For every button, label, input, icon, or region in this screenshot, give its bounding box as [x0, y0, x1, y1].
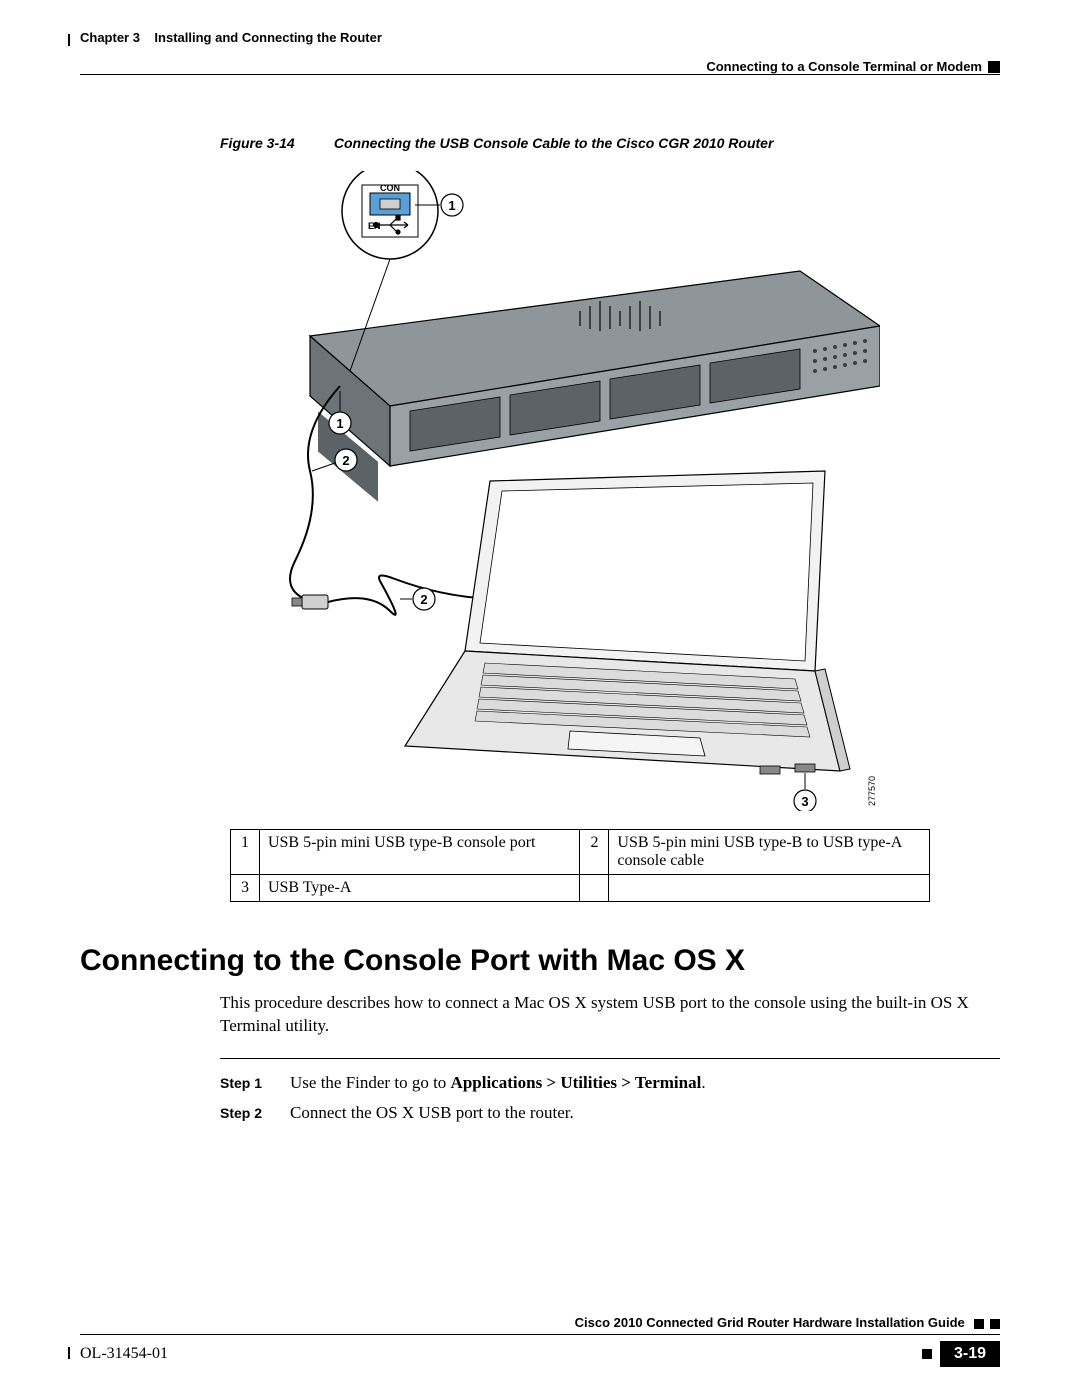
figure-label: Figure 3-14 [220, 135, 330, 151]
figure-illustration: CON EN 1 [240, 171, 880, 811]
router-shape [310, 271, 880, 502]
svg-text:2: 2 [420, 592, 427, 607]
legend-1-num: 1 [231, 830, 260, 875]
figure-caption: Figure 3-14 Connecting the USB Console C… [220, 135, 1000, 151]
svg-text:1: 1 [336, 416, 343, 431]
footer-doc-id: OL-31454-01 [80, 1345, 168, 1363]
legend-table: 1 USB 5-pin mini USB type-B console port… [230, 829, 930, 902]
legend-empty-num [580, 875, 609, 902]
steps-rule [220, 1058, 1000, 1059]
figure-title: Connecting the USB Console Cable to the … [334, 135, 774, 151]
section-title: Connecting to a Console Terminal or Mode… [706, 59, 982, 74]
legend-3-num: 3 [231, 875, 260, 902]
step-2: Step 2 Connect the OS X USB port to the … [220, 1103, 1000, 1123]
table-row: 1 USB 5-pin mini USB type-B console port… [231, 830, 930, 875]
footer-guide: Cisco 2010 Connected Grid Router Hardwar… [80, 1315, 1000, 1330]
step-1: Step 1 Use the Finder to go to Applicati… [220, 1073, 1000, 1093]
art-id: 277570 [867, 776, 877, 806]
legend-3-text: USB Type-A [259, 875, 580, 902]
page-footer: Cisco 2010 Connected Grid Router Hardwar… [80, 1315, 1000, 1367]
legend-1-text: USB 5-pin mini USB type-B console port [259, 830, 580, 875]
chapter-title: Installing and Connecting the Router [154, 30, 382, 45]
figure-svg: CON EN 1 [240, 171, 880, 811]
legend-empty-text [609, 875, 930, 902]
legend-2-num: 2 [580, 830, 609, 875]
svg-text:2: 2 [342, 453, 349, 468]
inset-con: CON [380, 183, 400, 193]
callout-3: 3 [794, 773, 816, 811]
step-2-text: Connect the OS X USB port to the router. [290, 1103, 574, 1123]
header-left: Chapter 3 Installing and Connecting the … [80, 30, 382, 45]
page-header: Chapter 3 Installing and Connecting the … [80, 30, 1000, 45]
step-1-text: Use the Finder to go to Applications > U… [290, 1073, 706, 1093]
step-2-label: Step 2 [220, 1103, 290, 1123]
table-row: 3 USB Type-A [231, 875, 930, 902]
section-heading: Connecting to the Console Port with Mac … [80, 944, 1000, 978]
legend-2-text: USB 5-pin mini USB type-B to USB type-A … [609, 830, 930, 875]
svg-text:3: 3 [801, 794, 808, 809]
callout-1-inset: 1 [448, 198, 455, 213]
callout-2-cable: 2 [400, 588, 435, 610]
intro-paragraph: This procedure describes how to connect … [220, 992, 1000, 1038]
page: Chapter 3 Installing and Connecting the … [0, 0, 1080, 1397]
step-1-label: Step 1 [220, 1073, 290, 1093]
chapter-label: Chapter 3 [80, 30, 140, 45]
header-section: Connecting to a Console Terminal or Mode… [706, 59, 1000, 74]
footer-rule [80, 1334, 1000, 1335]
header-rule [80, 74, 1000, 75]
page-number-badge: 3-19 [940, 1341, 1000, 1367]
laptop-shape [405, 471, 850, 774]
